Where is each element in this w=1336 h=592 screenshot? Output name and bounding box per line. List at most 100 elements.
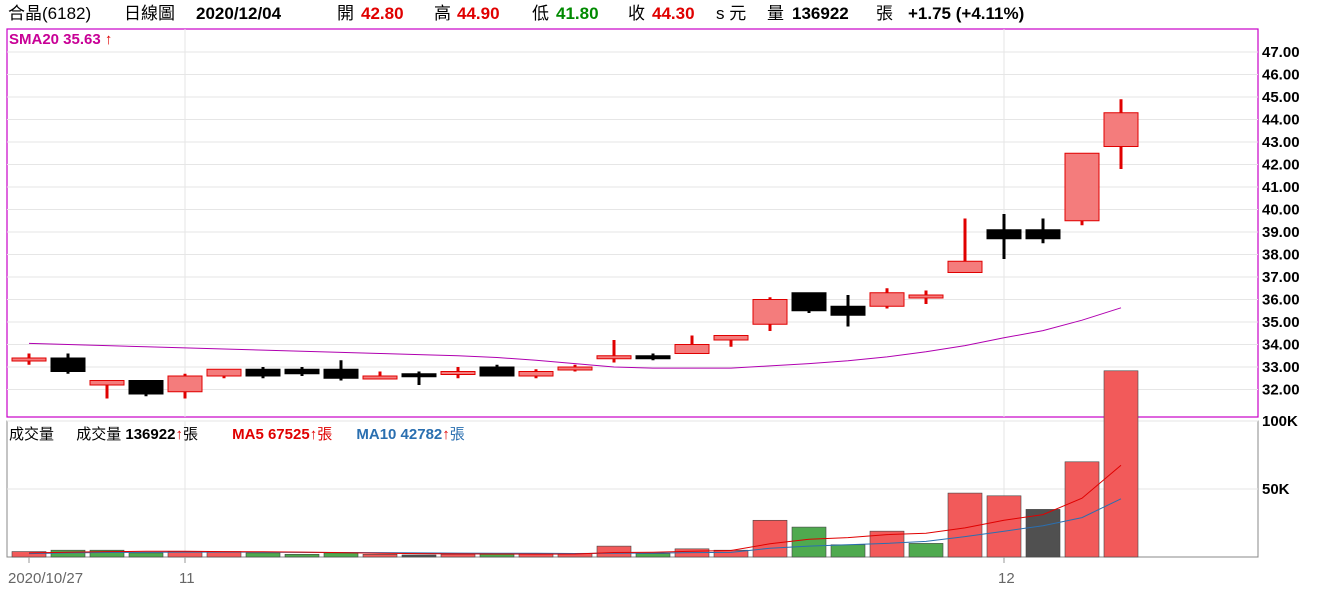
- sma20-up-arrow-icon: ↑: [104, 31, 113, 48]
- chart-type[interactable]: 日線圖: [124, 4, 175, 23]
- candle-body: [128, 380, 164, 395]
- candle-body: [674, 344, 710, 354]
- price-tick-label: 34.00: [1262, 337, 1300, 354]
- high-label: 高: [434, 4, 451, 23]
- sma20-label: SMA20 35.63 ↑: [9, 31, 113, 48]
- ma5-up-arrow-icon: ↑: [309, 426, 318, 443]
- quote-date: 2020/12/04: [196, 4, 282, 23]
- candle-body: [986, 229, 1022, 240]
- volume-tick-label: 50K: [1262, 481, 1290, 498]
- candle-body: [440, 371, 476, 375]
- volume-bar: [440, 553, 476, 558]
- volume-bar: [479, 553, 515, 558]
- candle-body: [11, 357, 47, 362]
- low-label: 低: [532, 4, 549, 23]
- volume-bar: [128, 552, 164, 558]
- price-tick-label: 42.00: [1262, 157, 1300, 174]
- ma5-label: MA5 67525: [232, 426, 310, 443]
- price-tick-label: 33.00: [1262, 359, 1300, 376]
- volume-tick-label: 100K: [1262, 413, 1298, 430]
- high-value: 44.90: [457, 4, 500, 23]
- volume-value: 136922: [792, 4, 849, 23]
- volume-legend-unit: 張: [182, 426, 198, 443]
- volume-bar: [323, 552, 359, 558]
- volume-bar: [284, 553, 320, 558]
- volume-bar: [947, 492, 983, 558]
- volume-legend: 成交量 成交量 136922↑張 MA5 67525↑張 MA10 42782↑…: [9, 423, 465, 444]
- price-tick-label: 40.00: [1262, 202, 1300, 219]
- volume-label: 量: [767, 4, 784, 23]
- candle-body: [323, 368, 359, 379]
- price-tick-label: 37.00: [1262, 269, 1300, 286]
- volume-bar: [986, 495, 1022, 558]
- candle-body: [557, 366, 593, 371]
- candle-body: [1103, 112, 1139, 147]
- ma10-unit: 張: [449, 426, 465, 443]
- candle-body: [518, 371, 554, 377]
- candle-body: [284, 368, 320, 375]
- quote-header: 合晶(6182) 日線圖 2020/12/04 開 42.80 高 44.90 …: [0, 0, 1336, 28]
- candle-body: [713, 335, 749, 341]
- price-tick-label: 47.00: [1262, 44, 1300, 61]
- candle-body: [479, 366, 515, 377]
- ma10-up-arrow-icon: ↑: [442, 426, 450, 443]
- price-tick-label: 46.00: [1262, 67, 1300, 84]
- volume-bar: [791, 526, 827, 558]
- volume-title: 成交量: [9, 426, 55, 443]
- price-tick-label: 35.00: [1262, 314, 1300, 331]
- volume-legend-value: 136922: [125, 426, 176, 443]
- volume-bar: [830, 544, 866, 558]
- volume-bar: [635, 553, 671, 558]
- candle-body: [89, 380, 125, 386]
- volume-bar: [1103, 370, 1139, 558]
- candle-body: [206, 368, 242, 377]
- unit-mark: s 元: [716, 4, 747, 23]
- x-tick-label: 11: [179, 570, 195, 587]
- volume-bar: [752, 519, 788, 558]
- volume-bar: [89, 549, 125, 558]
- candle-body: [869, 292, 905, 307]
- candle-body: [167, 375, 203, 393]
- volume-up-arrow-icon: ↑: [175, 426, 183, 443]
- candle-body: [1064, 152, 1100, 222]
- ma5-line: [28, 464, 1122, 555]
- volume-bar: [596, 545, 632, 558]
- price-panel: [6, 28, 1259, 418]
- candle-body: [401, 373, 437, 378]
- volume-unit: 張: [876, 4, 893, 23]
- candle-body: [830, 305, 866, 316]
- candle-body: [50, 357, 86, 372]
- close-value: 44.30: [652, 4, 695, 23]
- candle-body: [752, 299, 788, 325]
- volume-bar: [1064, 461, 1100, 558]
- ma5-unit: 張: [317, 426, 333, 443]
- candle-body: [596, 355, 632, 360]
- change-value: +1.75 (+4.11%): [908, 4, 1025, 23]
- volume-bar: [401, 554, 437, 558]
- volume-bar: [245, 552, 281, 558]
- open-label: 開: [337, 4, 354, 23]
- x-tick-label: 12: [998, 570, 1015, 587]
- open-value: 42.80: [361, 4, 404, 23]
- price-tick-label: 44.00: [1262, 112, 1300, 129]
- close-label: 收: [628, 4, 645, 23]
- x-tick-label: 2020/10/27: [8, 570, 83, 587]
- price-tick-label: 38.00: [1262, 247, 1300, 264]
- candle-body: [947, 260, 983, 273]
- sma20-line: [28, 307, 1122, 369]
- price-tick-label: 45.00: [1262, 89, 1300, 106]
- candle-body: [791, 292, 827, 312]
- price-tick-label: 39.00: [1262, 224, 1300, 241]
- low-value: 41.80: [556, 4, 599, 23]
- volume-bar: [362, 553, 398, 558]
- stock-name: 合晶(6182): [8, 4, 92, 23]
- price-tick-label: 36.00: [1262, 292, 1300, 309]
- price-tick-label: 32.00: [1262, 382, 1300, 399]
- candle-body: [1025, 229, 1061, 240]
- volume-bar: [908, 543, 944, 558]
- candle-body: [908, 294, 944, 299]
- volume-bar: [1025, 509, 1061, 558]
- price-tick-label: 41.00: [1262, 179, 1300, 196]
- price-tick-label: 43.00: [1262, 134, 1300, 151]
